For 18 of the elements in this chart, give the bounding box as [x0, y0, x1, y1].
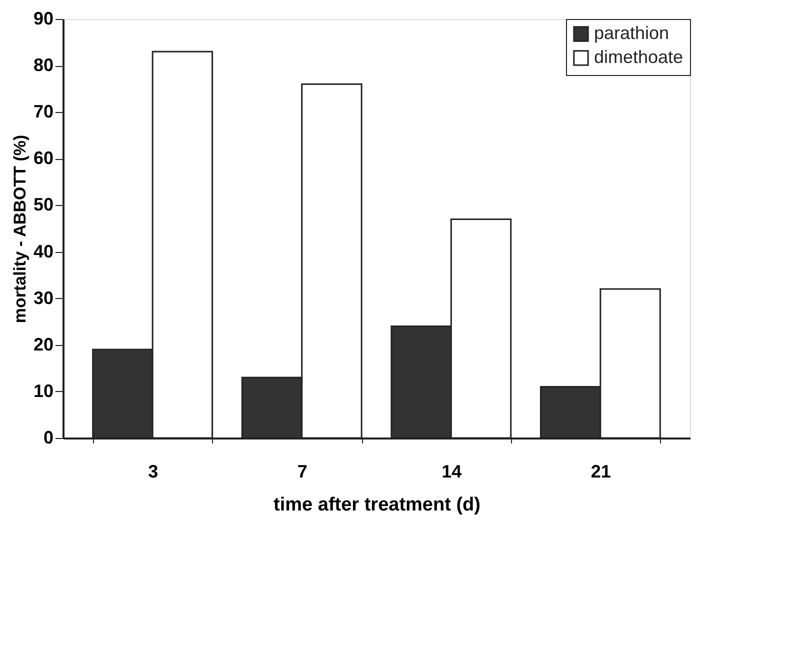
- y-tick-label: 90: [33, 8, 54, 28]
- y-tick-label: 40: [33, 241, 54, 262]
- y-tick-label: 80: [33, 55, 54, 76]
- y-axis-title: mortality - ABBOTT (%): [10, 134, 30, 324]
- y-tick-label: 70: [33, 102, 54, 122]
- x-tick-label: 14: [442, 462, 462, 482]
- x-tick-label: 21: [590, 462, 611, 482]
- y-tick-label: 50: [33, 194, 54, 215]
- x-axis-title: time after treatment (d): [274, 494, 480, 516]
- y-tick-label: 20: [33, 334, 54, 354]
- y-tick-label: 0: [43, 428, 54, 448]
- y-tick-label: 10: [33, 380, 54, 401]
- legend-label: parathion: [594, 23, 670, 43]
- y-tick-label: 30: [33, 288, 54, 308]
- x-tick-label: 3: [148, 462, 158, 482]
- y-tick-label: 60: [33, 148, 54, 168]
- legend-label: dimethoate: [594, 47, 684, 67]
- x-tick-label: 7: [297, 462, 308, 482]
